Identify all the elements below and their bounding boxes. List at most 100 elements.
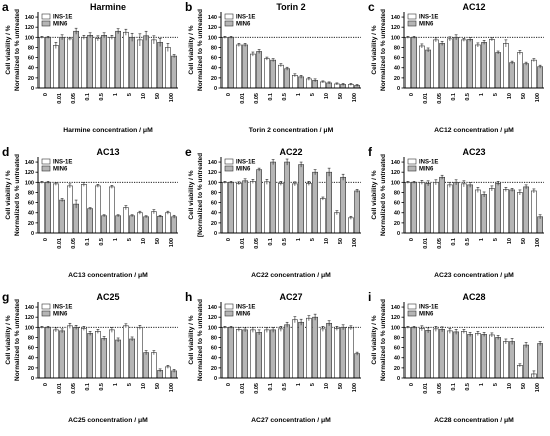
bar-ins1e (334, 328, 340, 379)
y-tick-label: 80 (28, 45, 34, 51)
x-tick-label: 0.05 (254, 238, 260, 249)
x-tick-label: 50 (155, 238, 161, 244)
x-tick-label: 10 (141, 383, 147, 389)
bar-ins1e (489, 188, 495, 234)
x-tick-label: 10 (141, 238, 147, 244)
x-tick-label: 0.01 (240, 383, 246, 394)
bar-min6 (354, 190, 360, 234)
bar-min6 (537, 216, 543, 234)
bar-min6 (537, 66, 543, 89)
legend-label: MIN6 (419, 22, 434, 28)
bar-ins1e (67, 185, 73, 234)
chart-svg: b Torin 2 Cell viability / % Normalized to … (185, 0, 361, 134)
x-axis-label: AC23 concentration / μM (434, 272, 514, 279)
bar-min6 (129, 37, 135, 89)
x-tick-label: 1 (296, 93, 302, 96)
y-axis-label: Normalized to % untreated (197, 299, 204, 381)
x-tick-label: 100 (352, 383, 358, 392)
bar-min6 (411, 37, 417, 89)
bar-ins1e (123, 207, 129, 234)
panel-letter: c (368, 0, 375, 14)
bar-ins1e (52, 45, 59, 89)
bar-min6 (45, 37, 51, 89)
bar-min6 (101, 338, 107, 379)
x-axis-label: AC12 concentration / μM (434, 127, 514, 134)
chart-panel-g: g AC25 Cell viability / % Normalized to % u… (0, 290, 183, 435)
legend-swatch (224, 165, 234, 172)
bar-min6 (87, 333, 93, 379)
x-tick-label: 0.05 (71, 383, 77, 394)
bar-ins1e (292, 183, 298, 234)
bar-ins1e (151, 211, 157, 234)
bar-ins1e (433, 328, 439, 379)
x-tick-label: 10 (324, 238, 330, 244)
y-tick-label: 20 (394, 221, 400, 227)
legend-label: MIN6 (53, 167, 68, 173)
x-tick-label: 0.5 (465, 238, 471, 246)
bar-min6 (270, 161, 276, 234)
y-tick-label: 20 (394, 76, 400, 82)
bar-ins1e (95, 331, 101, 379)
x-tick-label: 5 (127, 238, 133, 241)
x-tick-label: 0.01 (240, 93, 246, 104)
bar-ins1e (109, 329, 115, 379)
x-tick-label: 0.1 (85, 238, 91, 246)
y-tick-label: 80 (211, 45, 217, 51)
y-tick-label: 60 (211, 56, 217, 62)
legend-label: MIN6 (419, 312, 434, 318)
y-tick-label: 0 (31, 376, 34, 382)
bar-min6 (481, 42, 487, 89)
bar-ins1e (348, 327, 354, 379)
bar-min6 (59, 330, 65, 379)
panel-letter: h (185, 290, 192, 304)
chart-panel-e: e AC22 Cell viability / % [Normalized to % … (183, 145, 366, 290)
bar-ins1e (165, 366, 171, 379)
bar-min6 (228, 327, 234, 379)
x-tick-label: 100 (535, 383, 541, 392)
bar-ins1e (461, 331, 467, 379)
bar-min6 (101, 35, 107, 89)
y-tick-label: 100 (391, 325, 400, 331)
chart-svg: c AC12 Cell viability / % Normalized to % u… (368, 0, 544, 134)
bar-ins1e (165, 47, 171, 89)
bar-min6 (115, 339, 121, 379)
x-tick-label: 0.01 (57, 93, 63, 104)
chart-title: AC23 (462, 147, 485, 157)
chart-panel-f: f AC23 Cell viability / % Normalized to % u… (366, 145, 549, 290)
bar-ins1e (95, 38, 101, 89)
y-axis-label: [Normalized to % untreated (197, 153, 204, 237)
y-tick-label: 0 (214, 86, 217, 92)
bar-ins1e (475, 189, 481, 234)
y-tick-label: 60 (394, 346, 400, 352)
x-tick-label: 50 (155, 93, 161, 99)
y-tick-label: 80 (28, 335, 34, 341)
x-tick-label: 0 (409, 238, 415, 241)
bar-ins1e (67, 325, 73, 379)
bar-ins1e (264, 181, 270, 234)
bar-ins1e (517, 365, 523, 379)
legend-label: INS-1E (419, 160, 438, 166)
x-tick-label: 1 (113, 93, 119, 96)
y-tick-label: 40 (394, 356, 400, 362)
y-tick-label: 60 (211, 346, 217, 352)
y-axis-label: Cell viability / % (5, 170, 12, 219)
bar-min6 (298, 164, 304, 234)
bar-ins1e (278, 64, 284, 89)
y-tick-label: 60 (28, 346, 34, 352)
bar-min6 (439, 329, 445, 379)
bar-min6 (425, 183, 431, 234)
y-tick-label: 140 (391, 15, 400, 21)
bar-min6 (129, 338, 135, 379)
x-tick-label: 0.05 (437, 93, 443, 104)
x-tick-label: 0.01 (423, 93, 429, 104)
x-tick-label: 50 (338, 238, 344, 244)
bar-ins1e (418, 328, 425, 379)
x-axis-label: Harmine concentration / μM (63, 127, 153, 134)
bar-min6 (453, 182, 459, 234)
bar-min6 (481, 194, 487, 234)
y-tick-label: 0 (214, 231, 217, 237)
y-axis-label: Cell viability / % (188, 315, 195, 364)
chart-panel-i: i AC28 Cell viability / % Normalized to % u… (366, 290, 549, 435)
x-tick-label: 100 (535, 93, 541, 102)
bar-ins1e (95, 185, 101, 234)
